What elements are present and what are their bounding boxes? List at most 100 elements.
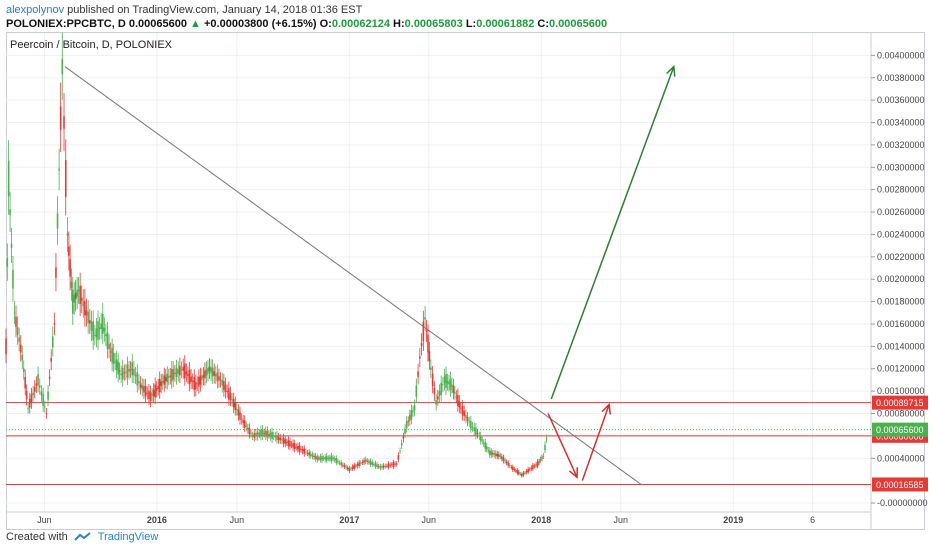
candle-body	[504, 460, 506, 462]
candle-body	[545, 438, 548, 440]
candle-body	[61, 59, 64, 75]
candle-body	[255, 433, 257, 437]
candle-body	[185, 371, 188, 375]
candle-body	[117, 361, 119, 375]
candle-body	[64, 159, 67, 197]
candle-body	[487, 450, 490, 451]
candle-body	[510, 467, 513, 468]
candle-body	[271, 431, 273, 439]
candle-body	[305, 451, 307, 453]
candle-body	[319, 456, 322, 460]
candle-body	[183, 363, 186, 379]
candle-body	[28, 398, 31, 408]
candle-body	[97, 321, 99, 341]
candle-body	[213, 371, 216, 376]
candle-body	[177, 369, 180, 374]
forecast-arrow-line	[581, 404, 610, 481]
candle-body	[419, 356, 421, 359]
candle-body	[237, 409, 240, 416]
candle-body	[234, 402, 237, 411]
last-price-tag: 0.00065600	[876, 425, 924, 435]
candle-body	[151, 394, 153, 396]
candle-body	[221, 379, 224, 386]
candle-body	[507, 462, 509, 466]
candle-body	[155, 388, 158, 391]
candle-body	[195, 381, 197, 390]
candle-body	[48, 376, 51, 379]
chart-panel[interactable]	[6, 32, 925, 530]
candle-body	[55, 267, 57, 278]
y-tick-label: 0.00300000	[877, 162, 925, 172]
open-value: 0.00062124	[331, 18, 390, 30]
candle-body	[188, 370, 191, 385]
tradingview-brand[interactable]: TradingView	[97, 531, 159, 543]
candle-body	[293, 443, 296, 450]
candle-body	[126, 364, 129, 378]
candle-body	[324, 456, 326, 460]
candle-body	[292, 443, 294, 448]
candle-body	[438, 391, 441, 396]
candle-body	[512, 466, 514, 471]
candle-body	[154, 384, 156, 398]
candle-body	[382, 465, 385, 468]
candle-body	[79, 285, 81, 304]
candle-body	[160, 381, 163, 386]
level-price-tag: 0.00089715	[876, 398, 924, 408]
candle-body	[7, 160, 10, 197]
candle-body	[69, 259, 71, 277]
candle-body	[42, 394, 44, 407]
candle-body	[521, 474, 523, 477]
candle-body	[356, 463, 359, 467]
x-tick-label: 2017	[339, 515, 359, 525]
price-change: +0.00003800 (+6.15%)	[204, 18, 317, 30]
candle-body	[248, 427, 251, 435]
x-tick-label: 6	[810, 515, 815, 525]
close-value: 0.00065600	[549, 18, 608, 30]
candle-body	[136, 372, 139, 386]
candle-body	[451, 384, 453, 387]
candle-body	[353, 464, 356, 469]
forecast-arrow-line	[550, 66, 675, 400]
candle-body	[528, 469, 531, 471]
candle-body	[90, 321, 93, 331]
candle-body	[80, 297, 83, 301]
candle-body	[266, 430, 269, 438]
candle-body	[198, 376, 200, 387]
candle-body	[355, 465, 357, 467]
x-tick-label: Jun	[230, 515, 245, 525]
candle-body	[260, 429, 262, 437]
candle-body	[204, 370, 206, 379]
candle-body	[452, 385, 455, 393]
candle-body	[50, 357, 53, 362]
candle-body	[261, 429, 264, 436]
candle-body	[473, 427, 476, 432]
author-link[interactable]: alexpolynov	[6, 4, 65, 16]
level-price-tag-bg	[872, 477, 928, 492]
candle-body	[208, 366, 211, 371]
current-price: 0.00065600	[128, 18, 187, 30]
candle-body	[468, 421, 470, 423]
candle-body	[539, 459, 542, 461]
candle-body	[22, 368, 25, 372]
candle-body	[308, 452, 310, 456]
candle-body	[152, 389, 155, 397]
candle-body	[27, 407, 29, 409]
candle-body	[277, 436, 280, 440]
candle-body	[350, 468, 352, 470]
candle-body	[536, 461, 539, 467]
candle-body	[269, 433, 272, 437]
candle-body	[415, 385, 418, 397]
candle-body	[148, 390, 150, 399]
candle-body	[391, 464, 393, 466]
candle-body	[481, 440, 484, 442]
candle-body	[210, 367, 212, 374]
candle-body	[123, 372, 126, 374]
candle-body	[190, 376, 192, 382]
candle-body	[30, 394, 33, 403]
y-tick-label: 0.00260000	[877, 207, 925, 217]
candle-body	[51, 336, 54, 348]
forecast-arrow-head	[568, 467, 579, 479]
candle-body	[289, 441, 291, 447]
y-tick-label: 0.00360000	[877, 95, 925, 105]
